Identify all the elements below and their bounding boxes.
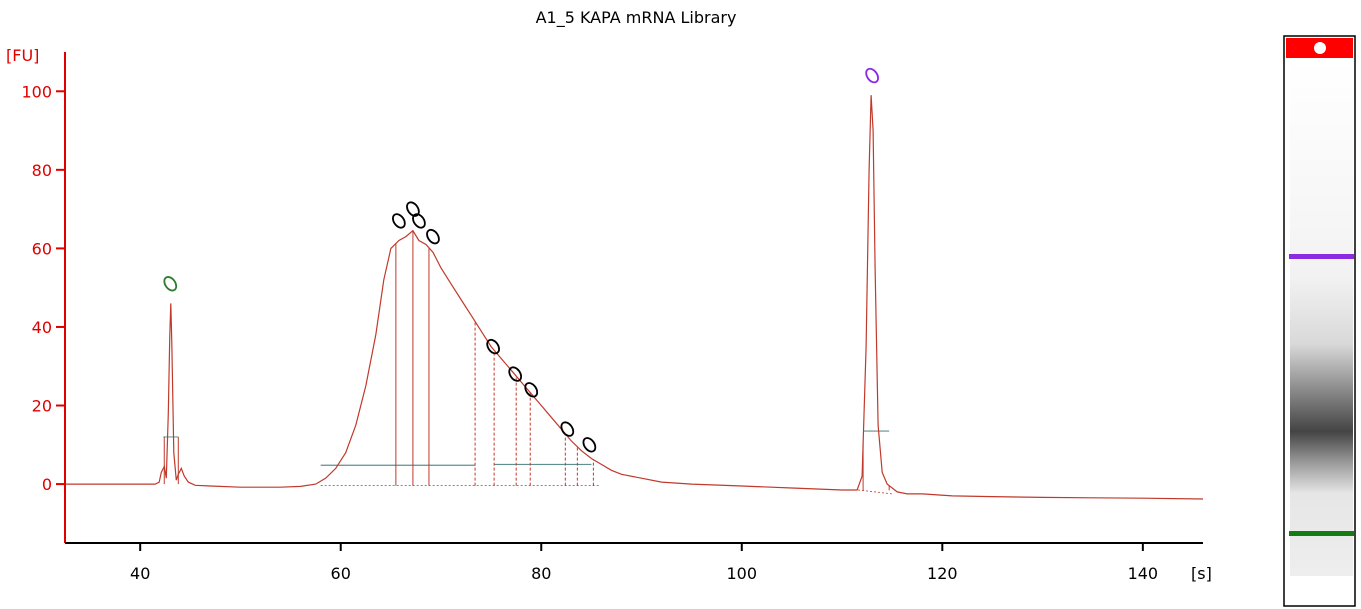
x-tick-label: 40 bbox=[130, 564, 150, 583]
y-ticks: 0 20 40 60 80 100 bbox=[21, 82, 65, 494]
plot-area bbox=[65, 67, 1204, 500]
y-tick-label: 20 bbox=[32, 397, 52, 416]
peak-marker[interactable] bbox=[411, 212, 428, 230]
x-tick-label: 120 bbox=[927, 564, 958, 583]
peak-marker[interactable] bbox=[523, 381, 540, 399]
gel-well-icon bbox=[1314, 42, 1326, 54]
chart-title: A1_5 KAPA mRNA Library bbox=[536, 8, 737, 28]
upper-marker-band bbox=[1289, 254, 1354, 259]
peak-marker[interactable] bbox=[485, 338, 502, 356]
x-tick-label: 100 bbox=[727, 564, 758, 583]
fluorescence-trace bbox=[65, 95, 1204, 500]
x-tick-label: 80 bbox=[531, 564, 551, 583]
y-tick-label: 40 bbox=[32, 318, 52, 337]
marker-base bbox=[858, 489, 893, 495]
peak-marker[interactable] bbox=[581, 436, 598, 454]
peak-marker[interactable] bbox=[507, 365, 524, 383]
x-axis-label: [s] bbox=[1191, 564, 1212, 583]
y-tick-label: 60 bbox=[32, 239, 52, 258]
lower-marker-band bbox=[1289, 531, 1354, 536]
x-tick-label: 60 bbox=[331, 564, 351, 583]
y-axis-label: [FU] bbox=[6, 46, 39, 65]
x-tick-label: 140 bbox=[1128, 564, 1159, 583]
gel-smear bbox=[1290, 60, 1353, 576]
peak-marker[interactable] bbox=[425, 228, 442, 246]
gel-lane bbox=[1283, 35, 1356, 607]
y-tick-label: 80 bbox=[32, 161, 52, 180]
peak-marker[interactable] bbox=[559, 420, 576, 438]
y-tick-label: 100 bbox=[21, 82, 52, 101]
peak-marker[interactable] bbox=[405, 200, 422, 218]
peak-marker[interactable] bbox=[162, 275, 179, 293]
x-ticks: 40 60 80 100 120 140 bbox=[130, 543, 1158, 583]
y-tick-label: 0 bbox=[42, 475, 52, 494]
peak-marker[interactable] bbox=[864, 67, 881, 85]
peak-marker[interactable] bbox=[390, 212, 407, 230]
